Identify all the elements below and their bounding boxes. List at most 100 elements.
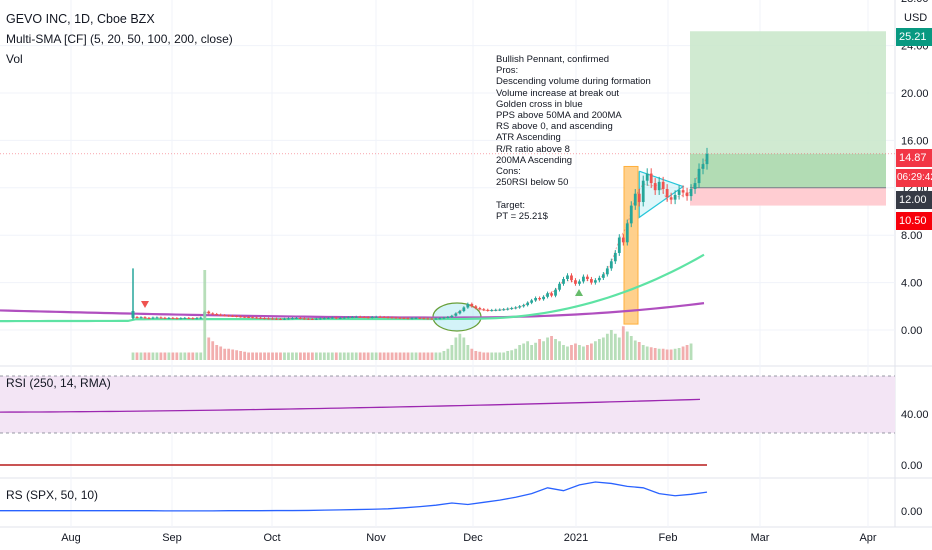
loss-zone bbox=[690, 187, 886, 206]
volume-bar bbox=[578, 345, 581, 360]
last-price-badge: 14.87 bbox=[896, 149, 932, 167]
candle-body bbox=[522, 305, 526, 307]
volume-bar bbox=[179, 352, 183, 360]
volume-bar bbox=[183, 352, 187, 360]
candle-body bbox=[227, 315, 231, 317]
candle-body bbox=[143, 317, 147, 319]
volume-bar bbox=[621, 326, 625, 360]
candle-body bbox=[605, 268, 609, 275]
candle-body bbox=[574, 280, 577, 284]
volume-bar bbox=[593, 341, 597, 360]
candle-body bbox=[398, 317, 402, 319]
candle-body bbox=[167, 317, 171, 319]
candle-body bbox=[621, 237, 625, 243]
rs-legend[interactable]: RS (SPX, 50, 10) bbox=[6, 488, 99, 502]
candle-body bbox=[342, 317, 346, 319]
volume-bar bbox=[498, 352, 502, 360]
candle-body bbox=[470, 303, 474, 307]
chart-title[interactable]: GEVO INC, 1D, Cboe BZX bbox=[6, 12, 155, 26]
candle-body bbox=[354, 316, 358, 318]
volume-bar bbox=[398, 352, 402, 360]
candle-body bbox=[502, 309, 506, 311]
volume-bar bbox=[438, 352, 442, 360]
analysis-note-line: Target: bbox=[496, 199, 526, 211]
analysis-note-line: 200MA Ascending bbox=[496, 154, 573, 166]
candle-body bbox=[247, 316, 250, 318]
volume-bar bbox=[207, 337, 211, 360]
volume-bar bbox=[677, 348, 681, 360]
candle-body bbox=[267, 318, 270, 320]
candle-body bbox=[239, 316, 243, 318]
candle-body bbox=[135, 316, 139, 318]
candle-body bbox=[657, 181, 661, 191]
volume-bar bbox=[271, 352, 274, 360]
volume-bar bbox=[255, 352, 258, 360]
volume-bar bbox=[633, 340, 637, 360]
price-tick-label: 4.00 bbox=[901, 278, 922, 290]
sma-50-line bbox=[0, 253, 705, 323]
volume-bar bbox=[566, 346, 569, 360]
candle-body bbox=[211, 313, 215, 315]
candle-body bbox=[617, 237, 621, 253]
volume-bar bbox=[661, 348, 665, 360]
candle-body bbox=[310, 318, 314, 320]
volume-bar bbox=[645, 346, 649, 360]
candle-body bbox=[665, 188, 669, 198]
volume-legend[interactable]: Vol bbox=[6, 52, 23, 66]
candle-body bbox=[641, 180, 645, 203]
candle-body bbox=[597, 277, 601, 281]
candle-body bbox=[590, 279, 593, 283]
candle-body bbox=[534, 298, 537, 301]
volume-bar bbox=[689, 343, 693, 360]
volume-bar bbox=[462, 337, 466, 360]
entry-price-badge: 12.00 bbox=[896, 191, 932, 209]
volume-bar bbox=[306, 352, 310, 360]
candle-body bbox=[151, 317, 155, 319]
volume-bar bbox=[605, 333, 609, 360]
volume-bar bbox=[239, 351, 243, 360]
volume-bar bbox=[370, 352, 374, 360]
volume-bar bbox=[390, 352, 394, 360]
analysis-note[interactable]: Bullish Pennant, confirmed Pros: Descendin… bbox=[496, 54, 651, 222]
rsi-legend[interactable]: RSI (250, 14, RMA) bbox=[6, 376, 111, 390]
time-tick-label: Feb bbox=[659, 532, 678, 544]
candle-body bbox=[326, 317, 330, 319]
analysis-note-line: Bullish Pennant, confirmed bbox=[496, 54, 610, 65]
analysis-note-line: ATR Ascending bbox=[496, 132, 561, 144]
candle-body bbox=[322, 318, 326, 320]
breakout-box bbox=[623, 165, 639, 325]
candle-body bbox=[370, 316, 374, 318]
candle-body bbox=[601, 274, 605, 278]
volume-bar bbox=[518, 345, 522, 360]
volume-bar bbox=[514, 348, 518, 360]
candle-body bbox=[175, 318, 179, 320]
volume-bar bbox=[131, 352, 135, 360]
candle-body bbox=[474, 306, 478, 309]
volume-bar bbox=[410, 352, 414, 360]
volume-bar bbox=[378, 352, 382, 360]
buy-marker bbox=[575, 289, 583, 296]
volume-bar bbox=[506, 351, 510, 360]
volume-bar bbox=[458, 333, 462, 360]
candle-body bbox=[382, 316, 386, 318]
volume-bar bbox=[147, 352, 151, 360]
analysis-note-line: Descending volume during formation bbox=[496, 76, 651, 88]
candle-body bbox=[498, 309, 502, 311]
sma-legend[interactable]: Multi-SMA [CF] (5, 20, 50, 100, 200, clo… bbox=[6, 32, 233, 46]
volume-bar bbox=[263, 352, 266, 360]
volume-bar bbox=[685, 345, 689, 360]
candle-body bbox=[578, 281, 581, 284]
volume-bar bbox=[382, 352, 386, 360]
candle-body bbox=[582, 276, 585, 282]
volume-bar bbox=[649, 347, 653, 360]
volume-bar bbox=[143, 352, 147, 360]
candle-body bbox=[558, 283, 561, 290]
volume-bar bbox=[637, 342, 641, 360]
volume-bar bbox=[562, 345, 565, 360]
volume-bar bbox=[558, 341, 561, 360]
candle-body bbox=[446, 316, 450, 318]
candle-body bbox=[442, 317, 446, 319]
sell-marker bbox=[141, 301, 149, 308]
volume-bar bbox=[247, 352, 250, 360]
